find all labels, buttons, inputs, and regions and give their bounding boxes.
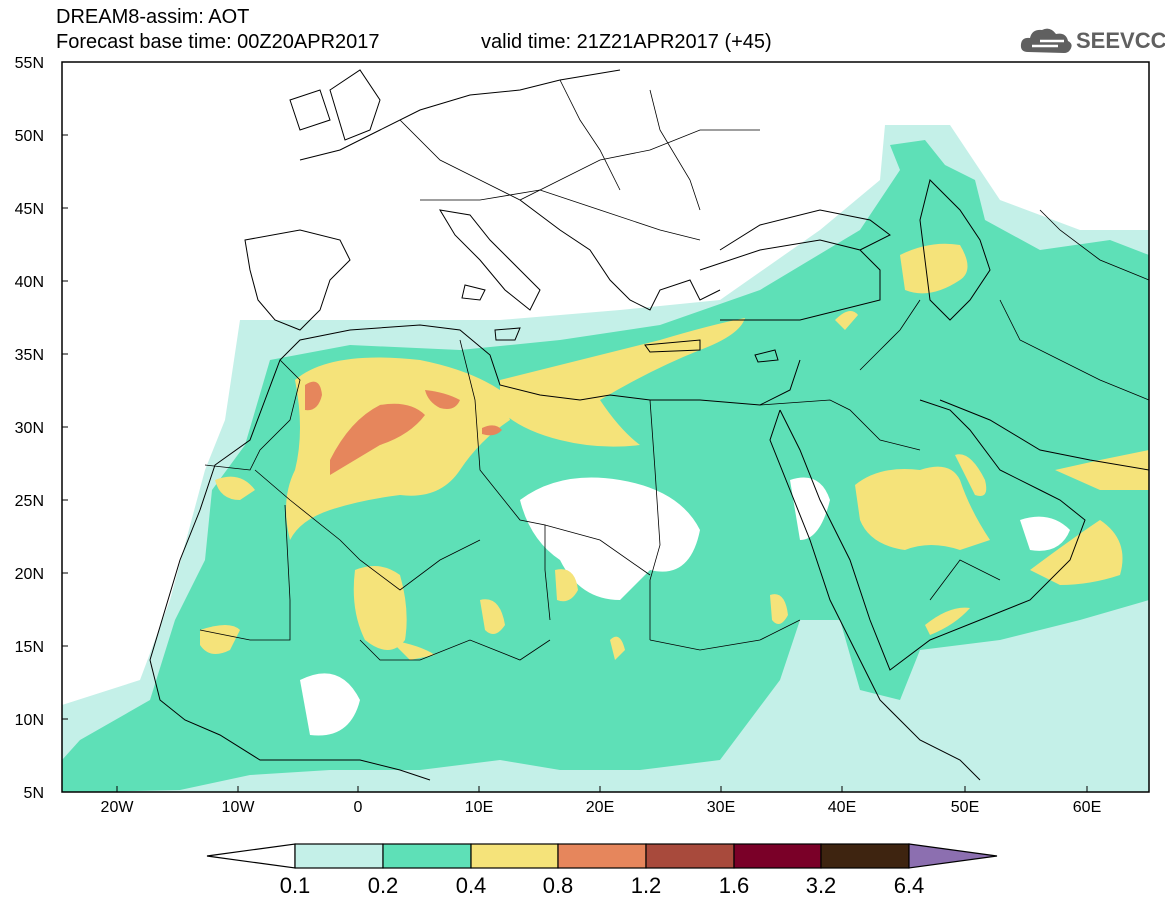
lat-tick-30n: 30N — [15, 420, 68, 437]
svg-text:25N: 25N — [15, 493, 44, 510]
colorbar-segment-4 — [557, 843, 647, 869]
lon-tick-50e: 50E — [951, 786, 979, 816]
valid-time: valid time: 21Z21APR2017 (+45) — [481, 31, 772, 53]
colorbar-label-1-6: 1.6 — [719, 873, 750, 898]
colorbar-label-3-2: 3.2 — [806, 873, 837, 898]
svg-text:20W: 20W — [101, 799, 135, 816]
lon-tick-0: 0 — [354, 786, 363, 816]
colorbar-segment-3 — [470, 843, 559, 869]
svg-text:10E: 10E — [465, 799, 493, 816]
cloud-icon — [1020, 28, 1072, 53]
lon-axis: 20W 10W 0 10E 20E 30E 40E 50E 60E — [101, 786, 1101, 816]
svg-text:5N: 5N — [24, 785, 44, 802]
aot-field — [62, 62, 1149, 792]
aot-clear-areas — [62, 240, 1070, 736]
svg-text:20N: 20N — [15, 566, 44, 583]
svg-text:50E: 50E — [951, 799, 979, 816]
lat-tick-45n: 45N — [15, 201, 68, 218]
colorbar-label-6-4: 6.4 — [894, 873, 925, 898]
lon-tick-40e: 40E — [828, 786, 856, 816]
colorbar-segment-5 — [645, 843, 735, 869]
lon-tick-20w: 20W — [101, 786, 135, 816]
svg-text:30N: 30N — [15, 420, 44, 437]
lat-tick-5n: 5N — [24, 785, 44, 802]
svg-text:60E: 60E — [1073, 799, 1101, 816]
lon-tick-60e: 60E — [1073, 786, 1101, 816]
lat-tick-25n: 25N — [15, 493, 68, 510]
colorbar: 0.1 0.2 0.4 0.8 1.2 1.6 3.2 6.4 — [206, 843, 998, 898]
svg-text:15N: 15N — [15, 639, 44, 656]
logo-text: SEEVCCC — [1076, 28, 1165, 53]
lon-tick-10w: 10W — [222, 786, 256, 816]
aot-level-0-8 — [305, 381, 502, 475]
coastlines — [149, 69, 1149, 781]
svg-text:45N: 45N — [15, 201, 44, 218]
colorbar-high-arrow — [908, 843, 998, 869]
colorbar-label-0-1: 0.1 — [280, 873, 311, 898]
country-borders — [199, 79, 1149, 661]
svg-text:40E: 40E — [828, 799, 856, 816]
aot-level-0-2 — [62, 140, 1149, 792]
colorbar-segment-2 — [382, 843, 472, 869]
svg-text:50N: 50N — [15, 128, 44, 145]
svg-text:55N: 55N — [15, 55, 44, 72]
svg-text:35N: 35N — [15, 347, 44, 364]
colorbar-segment-1 — [294, 843, 384, 869]
svg-text:10N: 10N — [15, 712, 44, 729]
lat-tick-55n: 55N — [15, 55, 68, 72]
lat-tick-15n: 15N — [15, 639, 68, 656]
lat-tick-35n: 35N — [15, 347, 68, 364]
base-time: Forecast base time: 00Z20APR2017 — [56, 31, 380, 53]
seevccc-logo: SEEVCCC — [1018, 24, 1165, 58]
colorbar-label-0-4: 0.4 — [456, 873, 487, 898]
svg-text:10W: 10W — [222, 799, 256, 816]
svg-text:40N: 40N — [15, 274, 44, 291]
colorbar-label-1-2: 1.2 — [631, 873, 662, 898]
svg-text:20E: 20E — [586, 799, 614, 816]
colorbar-label-0-2: 0.2 — [368, 873, 399, 898]
lat-tick-50n: 50N — [15, 128, 68, 145]
lat-axis: 55N 50N 45N 40N 35N 30N 25N 20N 15N 10N … — [15, 55, 68, 802]
map-title: DREAM8-assim: AOT — [56, 6, 250, 28]
lon-tick-10e: 10E — [465, 786, 493, 816]
lon-tick-30e: 30E — [707, 786, 735, 816]
colorbar-label-0-8: 0.8 — [543, 873, 574, 898]
colorbar-low-arrow — [206, 843, 296, 869]
lat-tick-20n: 20N — [15, 566, 68, 583]
lat-tick-10n: 10N — [15, 712, 68, 729]
svg-text:0: 0 — [354, 799, 363, 816]
lon-tick-20e: 20E — [586, 786, 614, 816]
colorbar-segment-7 — [820, 843, 910, 869]
colorbar-segment-6 — [733, 843, 822, 869]
lat-tick-40n: 40N — [15, 274, 68, 291]
svg-text:30E: 30E — [707, 799, 735, 816]
